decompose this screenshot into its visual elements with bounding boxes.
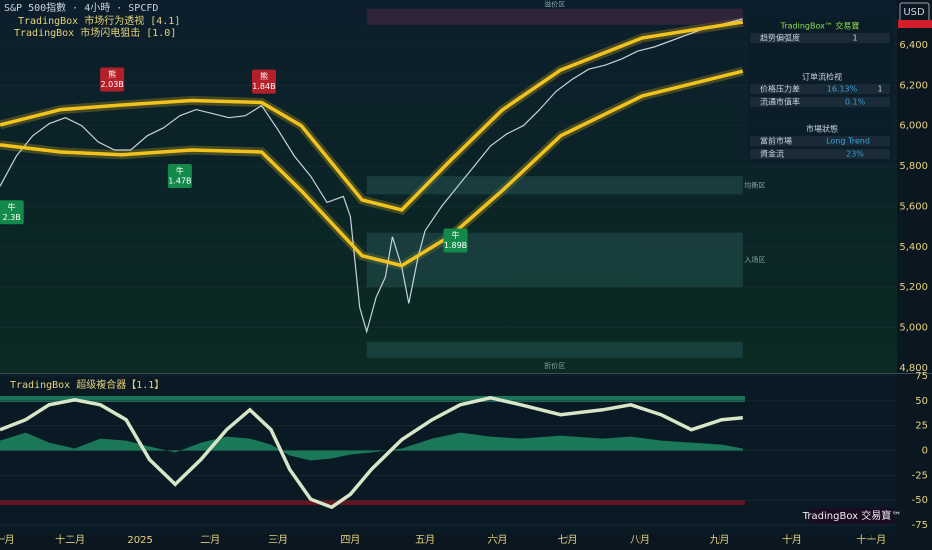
zone-label: 入场区 [744, 255, 765, 264]
y-tick-label: 25 [915, 421, 928, 432]
signal-value: 1.84B [252, 82, 275, 91]
panel-heading: 市場狀態 [806, 124, 838, 134]
y-tick-label: 5,200 [899, 282, 928, 293]
panel-cell: 資金流 [760, 149, 784, 159]
signal-value: 2.3B [3, 213, 21, 222]
y-tick-label: 6,000 [899, 121, 928, 132]
y-tick-label: 75 [915, 371, 928, 382]
x-tick-label: 七月 [558, 534, 578, 546]
x-tick-label: 三月 [268, 534, 288, 546]
x-tick-label: 八月 [630, 534, 650, 546]
x-tick-label: 十月 [782, 533, 802, 546]
watermark: TradingBox 交易寶™ [802, 509, 901, 522]
signal-text: 牛 [452, 230, 460, 240]
signal-box [100, 67, 125, 92]
indicator-name: TradingBox 市场行为透视 [4.1] [18, 14, 180, 27]
panel-cell: 1 [877, 85, 882, 94]
row-bg [750, 149, 890, 159]
osc-strip [0, 396, 745, 402]
indicator-name: TradingBox 市场闪电狙击 [1.0] [14, 26, 176, 39]
osc-title: TradingBox 超级複合器【1.1】 [10, 378, 164, 391]
signal-text: 牛 [8, 202, 16, 212]
band-line [0, 396, 743, 510]
y-tick-label: -25 [912, 470, 928, 481]
last-price-tag [898, 20, 932, 28]
row-bg [750, 33, 890, 43]
signal-box [251, 69, 276, 94]
y-tick-label: 5,600 [899, 201, 928, 212]
panel-cell: 0.1% [845, 98, 866, 107]
y-tick-label: 5,800 [899, 161, 928, 172]
x-tick-label: 二月 [200, 534, 220, 546]
row-bg [750, 84, 890, 94]
y-tick-label: 50 [915, 396, 928, 407]
x-tick-label: 九月 [709, 534, 729, 546]
area [0, 432, 743, 461]
panel-title: TradingBox™ 交易寶 [780, 21, 860, 31]
x-tick-label: 五月 [415, 534, 435, 546]
price-pane [0, 0, 897, 373]
panel-cell: Long Trend [826, 137, 870, 146]
zone-label: 均衡区 [744, 180, 765, 189]
signal-text: 熊 [260, 71, 268, 81]
x-tick-label: 六月 [488, 534, 508, 546]
panel-cell: 1 [852, 34, 857, 43]
y-tick-label: 6,200 [899, 80, 928, 91]
watermark-bg [810, 508, 894, 524]
x-tick-label: 一月 [0, 534, 15, 546]
y-tick-label: 4,800 [899, 363, 928, 374]
zone-label: 折价区 [544, 361, 565, 370]
panel-cell: 23% [846, 150, 864, 159]
signal-value: 1.47B [168, 176, 191, 185]
x-tick-label: 四月 [340, 534, 360, 546]
zone [366, 8, 743, 25]
y-tick-label: 5,000 [899, 323, 928, 334]
signal-text: 牛 [176, 165, 184, 175]
signal-box [167, 163, 192, 188]
band-line [0, 69, 744, 268]
signal-text: 熊 [108, 69, 116, 79]
panel-cell: 16.13% [827, 85, 858, 94]
price-line [0, 18, 743, 334]
panel-cell: 价格压力差 [760, 84, 800, 94]
row-bg [750, 97, 890, 107]
x-tick-label: 十一月 [856, 533, 886, 546]
zone [366, 176, 743, 195]
y-tick-label: 5,400 [899, 242, 928, 253]
y-tick-label: 0 [922, 446, 928, 457]
signal-value: 1.89B [444, 241, 467, 250]
currency[interactable]: USD [903, 7, 925, 18]
row-bg [750, 136, 890, 146]
info-panel: TradingBox™ 交易寶 趋势偏弧度 1 订单流检视 价格压力差 16.1… [748, 18, 893, 163]
zone [366, 232, 743, 288]
osc-strip [0, 500, 745, 505]
panel-cell: 當前市場 [760, 136, 792, 146]
y-tick-label: 6,400 [899, 40, 928, 51]
panel-cell: 趋势偏弧度 [760, 33, 800, 43]
panel-heading: 订单流检视 [802, 72, 842, 82]
signal-box [443, 228, 468, 253]
y-tick-label: -75 [912, 520, 928, 531]
zone [366, 341, 743, 358]
symbol-title: S&P 500指數 · 4小時 · SPCFD [4, 1, 158, 14]
y-tick-label: -50 [912, 495, 928, 506]
signal-value: 2.03B [100, 80, 123, 89]
band-line [0, 20, 744, 212]
panel-cell: 流通市值率 [760, 97, 800, 107]
zone-label: 溢价区 [544, 0, 565, 9]
x-tick-label: 十二月 [55, 533, 85, 546]
signal-box [0, 200, 24, 225]
x-tick-label: 2025 [127, 535, 152, 546]
